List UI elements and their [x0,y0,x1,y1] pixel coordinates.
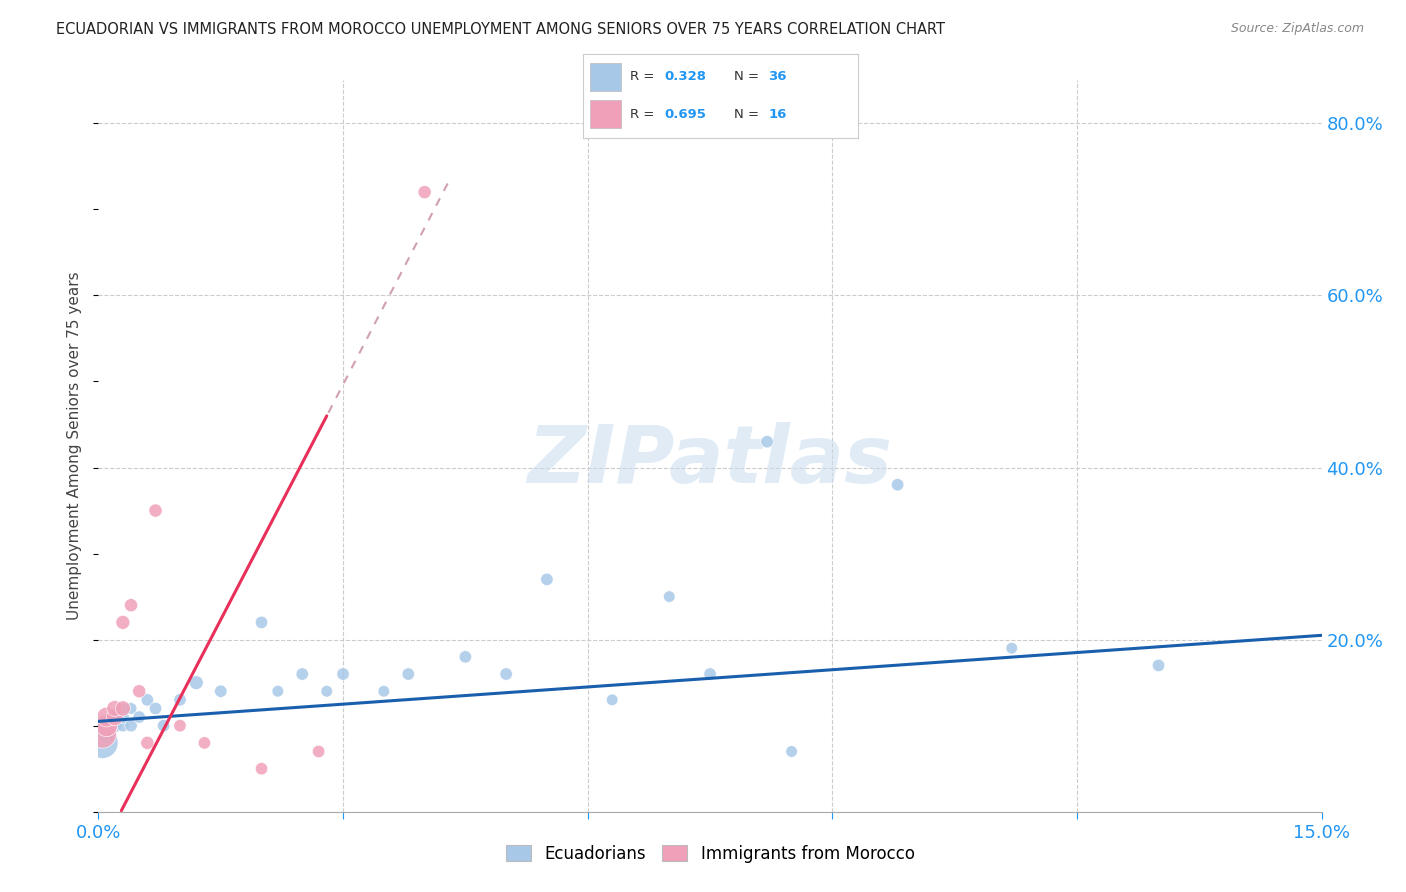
Text: R =: R = [630,108,659,120]
Point [308,744,330,758]
Point [756,434,779,449]
Text: 36: 36 [769,70,787,83]
Point [699,667,721,681]
Point [104,719,127,733]
Point [193,736,215,750]
Point [111,615,134,630]
Point [120,701,142,715]
Point [495,667,517,681]
Text: N =: N = [734,108,763,120]
Point [96,719,118,733]
Point [315,684,337,698]
Point [291,667,314,681]
Point [104,710,127,724]
Point [136,736,159,750]
Point [104,701,127,715]
FancyBboxPatch shape [591,62,620,91]
Text: 16: 16 [769,108,787,120]
Point [145,503,167,517]
Point [250,762,273,776]
Point [1001,641,1024,656]
Point [536,573,558,587]
Text: N =: N = [734,70,763,83]
Point [373,684,395,698]
Point [128,710,150,724]
Point [111,719,134,733]
Point [250,615,273,630]
Point [267,684,290,698]
FancyBboxPatch shape [591,100,620,128]
Point [111,701,134,715]
Point [136,693,159,707]
Point [152,719,174,733]
Point [91,727,114,741]
Point [169,693,191,707]
Legend: Ecuadorians, Immigrants from Morocco: Ecuadorians, Immigrants from Morocco [499,838,921,869]
Point [413,185,436,199]
Y-axis label: Unemployment Among Seniors over 75 years: Unemployment Among Seniors over 75 years [67,272,83,620]
Text: Source: ZipAtlas.com: Source: ZipAtlas.com [1230,22,1364,36]
Point [780,744,803,758]
Point [186,675,208,690]
Point [128,684,150,698]
Point [145,701,167,715]
Point [104,710,127,724]
Point [96,727,118,741]
Text: R =: R = [630,70,659,83]
Point [111,710,134,724]
Text: ZIPatlas: ZIPatlas [527,422,893,500]
Point [600,693,623,707]
Point [886,477,908,491]
Point [111,701,134,715]
Point [96,710,118,724]
Point [169,719,191,733]
Text: ECUADORIAN VS IMMIGRANTS FROM MOROCCO UNEMPLOYMENT AMONG SENIORS OVER 75 YEARS C: ECUADORIAN VS IMMIGRANTS FROM MOROCCO UN… [56,22,945,37]
Point [120,598,142,612]
Point [332,667,354,681]
Text: 0.695: 0.695 [665,108,706,120]
Point [396,667,419,681]
Point [120,719,142,733]
Point [100,719,122,733]
Point [658,590,681,604]
Point [91,736,114,750]
Point [209,684,232,698]
Point [96,719,118,733]
Point [454,649,477,664]
Text: 0.328: 0.328 [665,70,706,83]
Point [1147,658,1170,673]
